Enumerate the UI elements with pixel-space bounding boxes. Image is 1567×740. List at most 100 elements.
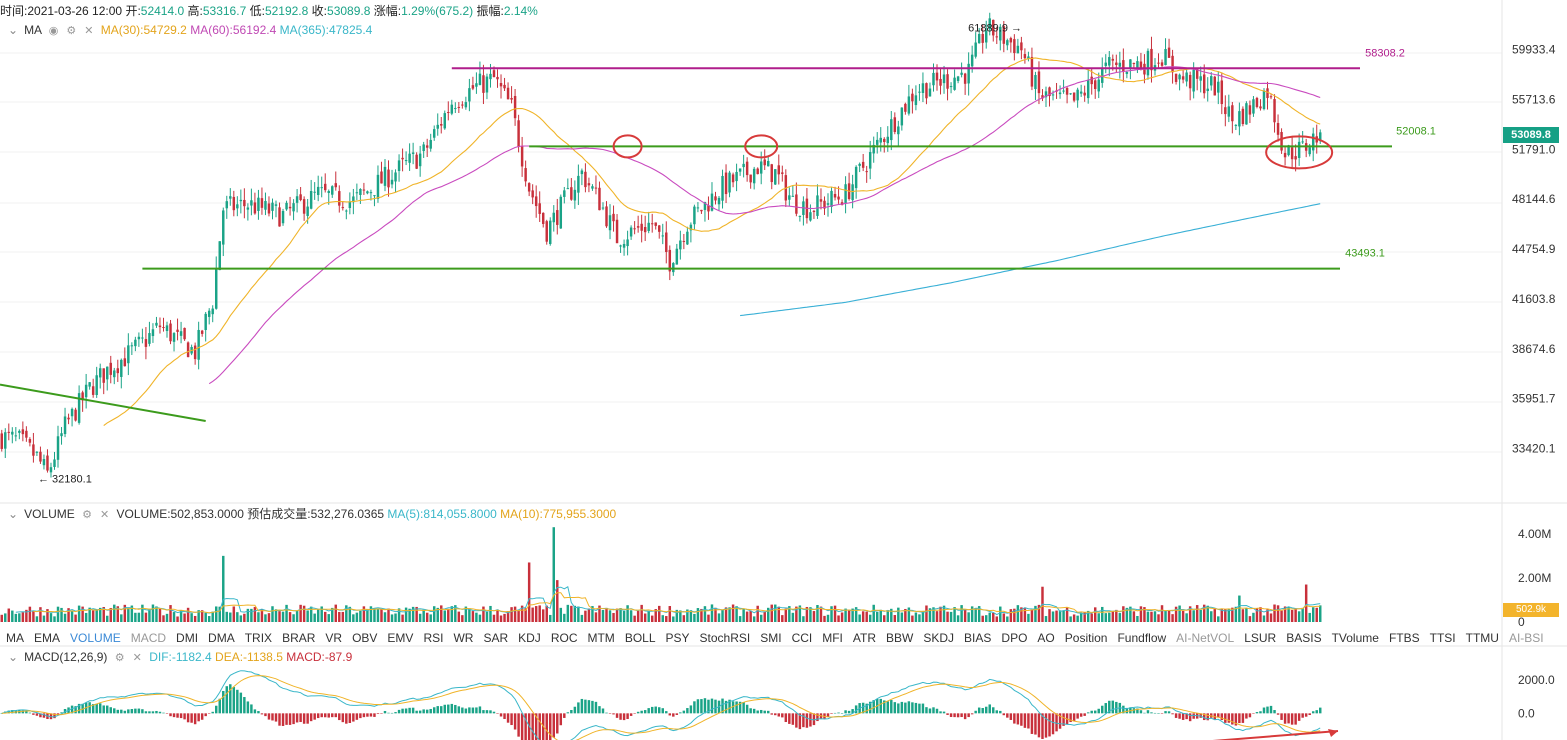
- tab-basis[interactable]: BASIS: [1286, 631, 1322, 645]
- candle-body: [1269, 96, 1273, 98]
- eye-icon[interactable]: ◉: [48, 25, 59, 37]
- volume-bar: [1086, 610, 1090, 622]
- close-icon[interactable]: ✕: [132, 652, 142, 664]
- tab-mfi[interactable]: MFI: [822, 631, 843, 645]
- candle-body: [967, 63, 970, 84]
- candle-body: [506, 87, 510, 100]
- ma60-value: MA(60):56192.4: [190, 23, 277, 37]
- mid-label: 52008.1: [1396, 125, 1436, 137]
- volume-bar: [707, 614, 710, 622]
- close-icon[interactable]: ✕: [99, 509, 110, 521]
- tab-dma[interactable]: DMA: [208, 631, 235, 645]
- tab-volume[interactable]: VOLUME: [70, 631, 121, 645]
- candle-body: [1255, 97, 1259, 107]
- tab-ttmu[interactable]: TTMU: [1465, 631, 1499, 645]
- macd-bar: [700, 699, 703, 714]
- candle-body: [721, 175, 724, 201]
- volume-bar: [650, 615, 654, 622]
- collapse-chevron-icon[interactable]: ⌄: [8, 507, 19, 521]
- tab-dpo[interactable]: DPO: [1001, 631, 1028, 645]
- volume-bar: [608, 610, 612, 622]
- macd-bar: [211, 711, 214, 714]
- macd-bar: [1319, 707, 1322, 714]
- candle-body: [454, 108, 457, 110]
- tab-ema[interactable]: EMA: [34, 631, 61, 645]
- collapse-chevron-icon[interactable]: ⌄: [8, 650, 19, 664]
- candle-body: [1276, 123, 1280, 135]
- tab-ai-netvol[interactable]: AI-NetVOL: [1176, 631, 1235, 645]
- candle-body: [362, 189, 366, 191]
- tab-smi[interactable]: SMI: [760, 631, 782, 645]
- volume-bar: [549, 614, 552, 622]
- tab-vr[interactable]: VR: [325, 631, 343, 645]
- candle-body: [172, 333, 176, 342]
- candle-body: [218, 241, 221, 271]
- tab-emv[interactable]: EMV: [387, 631, 414, 645]
- tab-tvolume[interactable]: TVolume: [1331, 631, 1379, 645]
- macd-bar: [1136, 708, 1139, 714]
- candle-body: [331, 186, 334, 195]
- tab-ftbs[interactable]: FTBS: [1388, 631, 1420, 645]
- tab-lsur[interactable]: LSUR: [1244, 631, 1277, 645]
- tab-skdj[interactable]: SKDJ: [923, 631, 955, 645]
- amp-label: 振幅:: [476, 4, 504, 18]
- close-icon[interactable]: ✕: [84, 25, 94, 37]
- tab-boll[interactable]: BOLL: [624, 631, 656, 645]
- macd-bar: [872, 700, 875, 714]
- candle-body: [141, 337, 144, 339]
- volume-bar: [316, 609, 320, 622]
- macd-bar: [570, 710, 573, 714]
- tab-fundflow[interactable]: Fundflow: [1117, 631, 1167, 645]
- macd-bar: [1090, 710, 1093, 714]
- candle-body: [84, 384, 88, 398]
- tab-position[interactable]: Position: [1064, 631, 1108, 645]
- tab-ma[interactable]: MA: [6, 631, 24, 645]
- gear-icon[interactable]: ⚙: [114, 652, 125, 664]
- macd-bar: [1290, 713, 1294, 725]
- tab-brar[interactable]: BRAR: [282, 631, 316, 645]
- gear-icon[interactable]: ⚙: [66, 25, 77, 37]
- collapse-chevron-icon[interactable]: ⌄: [8, 23, 19, 37]
- volume-bar: [1231, 607, 1234, 622]
- macd-bar: [169, 713, 172, 717]
- tab-trix[interactable]: TRIX: [244, 631, 273, 645]
- tab-obv[interactable]: OBV: [352, 631, 378, 645]
- tab-bbw[interactable]: BBW: [886, 631, 914, 645]
- macd-bar: [534, 713, 538, 740]
- tab-ai-bsi[interactable]: AI-BSI: [1508, 631, 1544, 645]
- tab-kdj[interactable]: KDJ: [518, 631, 541, 645]
- tab-dmi[interactable]: DMI: [176, 631, 199, 645]
- macd-bar: [1174, 713, 1178, 718]
- tab-rsi[interactable]: RSI: [423, 631, 444, 645]
- gear-icon[interactable]: ⚙: [82, 509, 92, 521]
- candle-body: [380, 171, 383, 184]
- tab-bias[interactable]: BIAS: [964, 631, 992, 645]
- volume-bar: [679, 610, 682, 622]
- candle-body: [890, 119, 893, 141]
- tab-ao[interactable]: AO: [1037, 631, 1055, 645]
- macd-bar: [587, 700, 591, 714]
- candle-body: [260, 198, 264, 208]
- tab-ttsi[interactable]: TTSI: [1429, 631, 1456, 645]
- macd-bar: [425, 709, 429, 714]
- tab-roc[interactable]: ROC: [550, 631, 578, 645]
- tab-cci[interactable]: CCI: [791, 631, 813, 645]
- candle-body: [1167, 47, 1171, 58]
- tab-sar[interactable]: SAR: [483, 631, 509, 645]
- volume-bar: [1202, 604, 1206, 622]
- macd-bar: [721, 698, 724, 714]
- volume-bar: [798, 605, 802, 622]
- tab-wr[interactable]: WR: [453, 631, 474, 645]
- macd-bar: [1287, 713, 1290, 724]
- candle-body: [932, 72, 935, 86]
- tab-psy[interactable]: PSY: [665, 631, 690, 645]
- tab-stochrsi[interactable]: StochRSI: [699, 631, 751, 645]
- macd-bar: [309, 713, 313, 722]
- volume-bar: [956, 615, 960, 622]
- tab-macd[interactable]: MACD: [130, 631, 167, 645]
- tab-mtm[interactable]: MTM: [587, 631, 615, 645]
- volume-bar: [457, 611, 461, 622]
- macd-bar: [327, 713, 330, 718]
- tab-atr[interactable]: ATR: [852, 631, 877, 645]
- macd-bar: [788, 713, 791, 724]
